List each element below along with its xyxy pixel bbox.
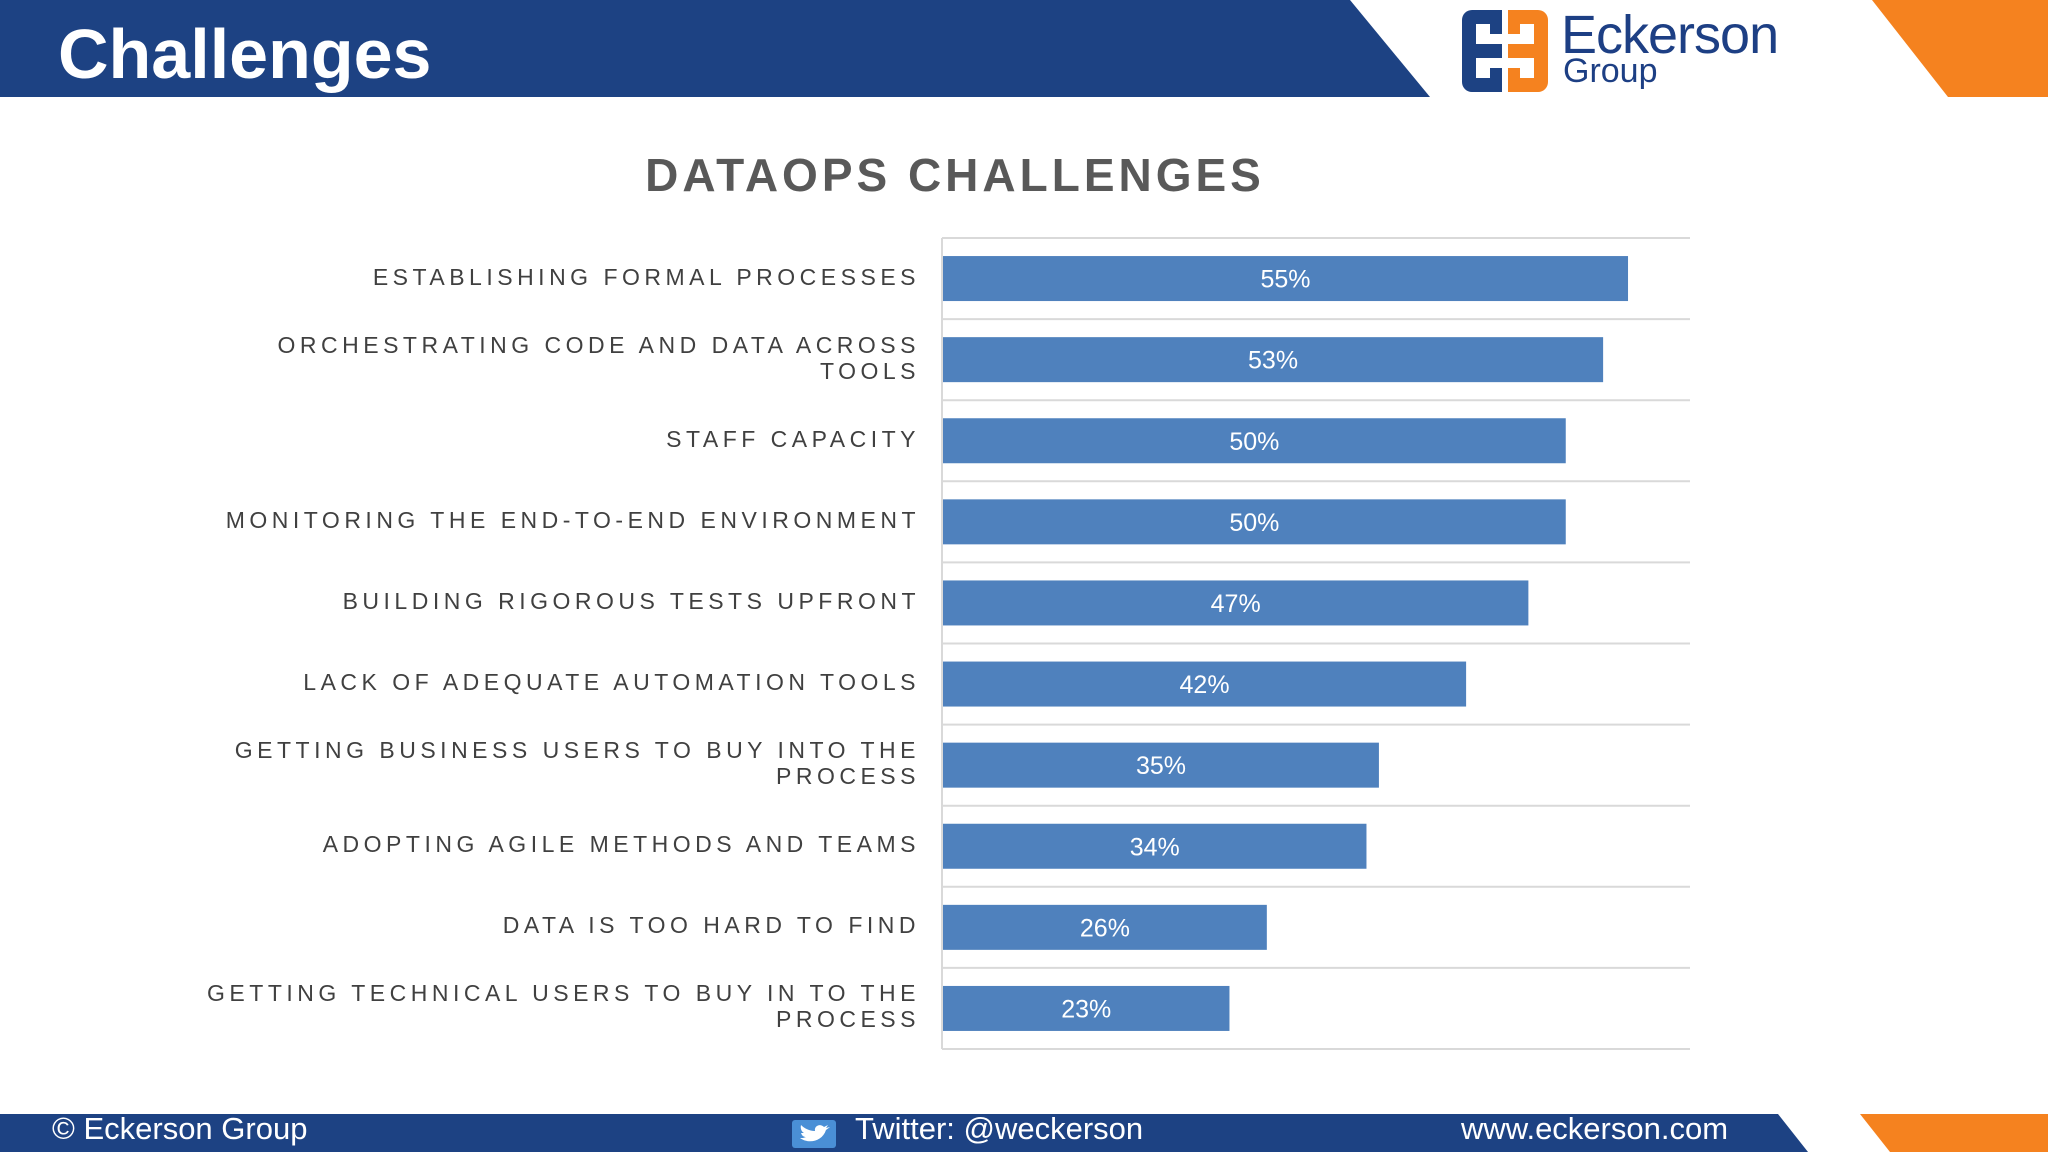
logo-text-group: Group bbox=[1563, 52, 1658, 90]
eckerson-logo-icon bbox=[1462, 10, 1548, 92]
bar-9 bbox=[943, 904, 1267, 950]
category-label-9: DATA IS TOO HARD TO FIND bbox=[502, 912, 920, 939]
bar-value-label: 50% bbox=[1229, 509, 1279, 537]
bar-value-label: 47% bbox=[1211, 590, 1261, 618]
category-label-6: LACK OF ADEQUATE AUTOMATION TOOLS bbox=[303, 669, 920, 696]
chart-value-labels: 55% 53% 50% 50% 47% 42% 35% 34% 26% 23% bbox=[1061, 266, 1310, 1024]
category-label-4: MONITORING THE END-TO-END ENVIRONMENT bbox=[225, 506, 920, 533]
footer-orange-corner bbox=[1860, 1114, 2048, 1152]
footer-copyright: © Eckerson Group bbox=[52, 1111, 308, 1146]
category-label-5: BUILDING RIGOROUS TESTS UPFRONT bbox=[342, 587, 920, 614]
chart-gridlines bbox=[941, 237, 1690, 1050]
category-label-1: ESTABLISHING FORMAL PROCESSES bbox=[372, 263, 920, 290]
bar-value-label: 42% bbox=[1180, 671, 1230, 699]
chart-title: DATAOPS CHALLENGES bbox=[645, 149, 1265, 201]
category-label-2: ORCHESTRATING CODE AND DATA ACROSS TOOLS bbox=[277, 331, 920, 384]
bar-value-label: 34% bbox=[1130, 833, 1180, 861]
bar-value-label: 23% bbox=[1061, 995, 1111, 1023]
bar-7 bbox=[943, 742, 1379, 788]
footer-website-link[interactable]: www.eckerson.com bbox=[1461, 1111, 1729, 1146]
category-label-10: GETTING TECHNICAL USERS TO BUY IN TO THE… bbox=[207, 980, 920, 1033]
bar-value-label: 35% bbox=[1136, 752, 1186, 780]
bar-5 bbox=[943, 580, 1529, 626]
header-orange-corner bbox=[1872, 0, 2048, 97]
bar-value-label: 53% bbox=[1248, 347, 1298, 375]
bar-6 bbox=[943, 661, 1467, 707]
bar-4 bbox=[943, 499, 1566, 545]
slide-title: Challenges bbox=[58, 15, 432, 93]
bar-2 bbox=[943, 337, 1604, 383]
header-bar bbox=[0, 0, 2048, 97]
category-label-8: ADOPTING AGILE METHODS AND TEAMS bbox=[322, 831, 920, 858]
bar-value-label: 26% bbox=[1080, 914, 1130, 942]
footer-twitter-link[interactable]: Twitter: @weckerson bbox=[855, 1111, 1144, 1146]
twitter-icon bbox=[792, 1120, 836, 1148]
footer-blue-band bbox=[0, 1114, 1808, 1152]
category-label-3: STAFF CAPACITY bbox=[666, 425, 920, 452]
category-label-7: GETTING BUSINESS USERS TO BUY INTO THE P… bbox=[234, 737, 920, 790]
bar-8 bbox=[943, 823, 1367, 869]
bar-3 bbox=[943, 418, 1566, 464]
bar-value-label: 50% bbox=[1229, 428, 1279, 456]
header-blue-band bbox=[0, 0, 1430, 97]
bar-value-label: 55% bbox=[1260, 266, 1310, 294]
bar-10 bbox=[943, 985, 1230, 1031]
bar-1 bbox=[943, 256, 1629, 302]
chart-bars bbox=[943, 256, 1629, 1031]
logo-text-eckerson: Eckerson bbox=[1561, 5, 1779, 65]
